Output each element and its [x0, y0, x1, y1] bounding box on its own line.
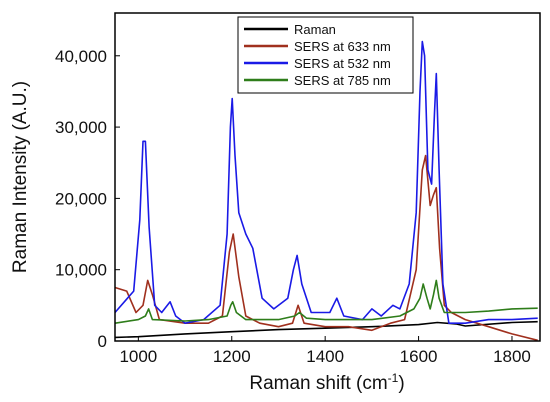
legend-label-raman: Raman	[294, 22, 336, 37]
y-tick-label: 30,000	[55, 118, 107, 137]
x-axis-label-tail: )	[398, 373, 404, 394]
x-tick-label: 1600	[400, 347, 438, 366]
plot-frame	[114, 12, 541, 342]
x-tick-label: 1400	[306, 347, 344, 366]
y-tick-label: 10,000	[55, 261, 107, 280]
x-axis-label-main: Raman shift (cm	[249, 373, 387, 394]
y-tick-label: 40,000	[55, 47, 107, 66]
x-tick-label: 1800	[493, 347, 531, 366]
series-line-sers-at-532-nm	[114, 40, 538, 324]
x-axis-label-sup: -1	[388, 371, 399, 385]
legend-label-sers-at-532-nm: SERS at 532 nm	[294, 56, 391, 71]
y-axis-label: Raman Intensity (A.U.)	[10, 81, 31, 273]
series-layer	[114, 40, 538, 342]
y-tick-label: 20,000	[55, 189, 107, 208]
series-line-sers-at-785-nm	[114, 279, 538, 324]
x-tick-label: 1200	[213, 347, 251, 366]
axis-layer: 1000 1200 1400 1600 1800 0 10,000 20,000 30,000 4…	[55, 47, 531, 366]
x-tick-label: 1000	[119, 347, 157, 366]
legend: Raman SERS at 633 nm SERS at 532 nm SERS at…	[237, 16, 414, 94]
series-line-raman	[114, 320, 538, 339]
legend-label-sers-at-633-nm: SERS at 633 nm	[294, 39, 391, 54]
legend-label-sers-at-785-nm: SERS at 785 nm	[294, 73, 391, 88]
x-axis-label: Raman shift (cm-1)	[249, 371, 404, 394]
y-tick-label: 0	[98, 332, 107, 351]
